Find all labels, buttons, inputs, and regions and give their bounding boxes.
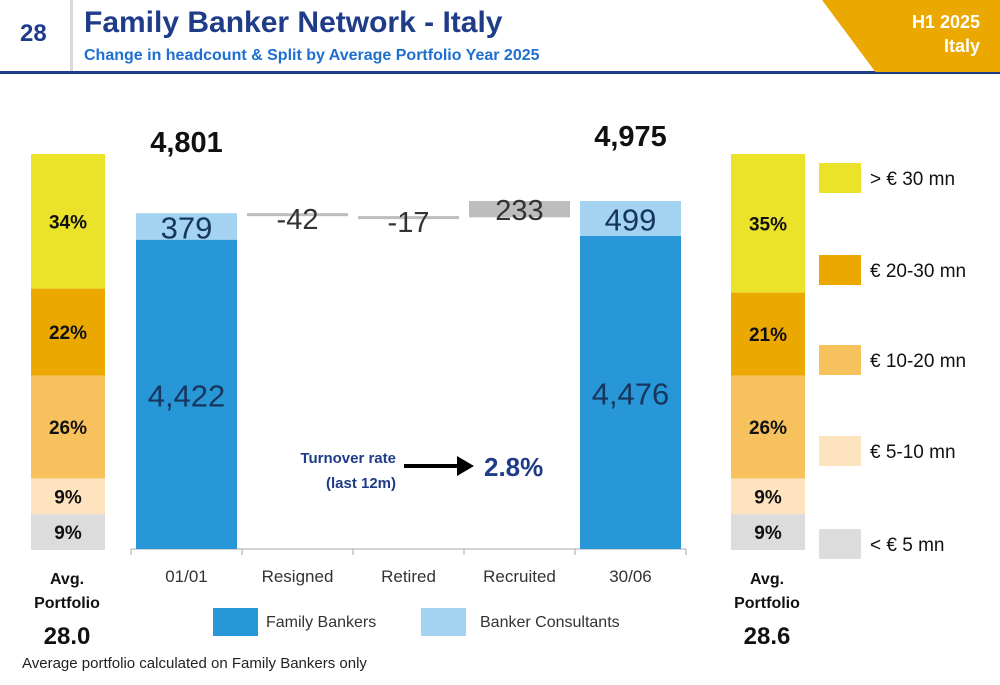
period-badge-line1: H1 2025 (911, 12, 980, 32)
portfolio-segment (731, 514, 805, 550)
portfolio-segment-label: 9% (54, 523, 82, 544)
family-bankers-bar (136, 239, 237, 550)
family-bankers-bar (580, 235, 681, 550)
turnover-label: Turnover rate (300, 450, 396, 467)
portfolio-segment (731, 292, 805, 376)
avg-portfolio-value: 28.0 (44, 623, 91, 650)
total-value-label: 4,975 (594, 121, 667, 153)
avg-portfolio-label: Portfolio (34, 595, 100, 612)
banker-consultants-value-label: 379 (161, 210, 213, 245)
portfolio-segment (31, 288, 105, 376)
total-value-label: 4,801 (150, 127, 223, 159)
category-label: Resigned (262, 567, 334, 586)
portfolio-segment (731, 375, 805, 479)
legend-series-label: Family Bankers (266, 614, 376, 631)
change-bar (358, 216, 459, 220)
portfolio-segment (31, 514, 105, 550)
change-bar (247, 213, 348, 217)
portfolio-segment (31, 478, 105, 515)
period-badge-line2: Italy (943, 36, 980, 56)
header-separator (70, 0, 73, 73)
legend-band-swatch (819, 529, 861, 559)
portfolio-segment-label: 9% (54, 488, 82, 509)
avg-portfolio-label: Portfolio (734, 595, 800, 612)
portfolio-segment (731, 154, 805, 293)
avg-portfolio-label: Avg. (50, 571, 84, 588)
legend-band-label: € 10-20 mn (870, 351, 966, 372)
turnover-arrowhead (457, 456, 474, 476)
portfolio-segment-label: 35% (749, 214, 787, 235)
legend-band-swatch (819, 163, 861, 193)
turnover-value: 2.8% (484, 452, 543, 482)
banker-consultants-value-label: 499 (605, 202, 657, 237)
legend-band-label: < € 5 mn (870, 535, 944, 556)
banker-consultants-bar (580, 201, 681, 236)
category-label: 30/06 (609, 567, 652, 586)
portfolio-segment-label: 9% (754, 488, 782, 509)
family-bankers-value-label: 4,422 (148, 378, 226, 413)
header-rule (0, 71, 1000, 74)
portfolio-segment-label: 22% (49, 323, 87, 344)
legend-band-swatch (819, 436, 861, 466)
legend-band-swatch (819, 345, 861, 375)
portfolio-segment (31, 375, 105, 479)
portfolio-segment-label: 26% (49, 418, 87, 439)
portfolio-segment-label: 21% (749, 325, 787, 346)
legend-band-label: € 5-10 mn (870, 442, 956, 463)
category-label: 01/01 (165, 567, 208, 586)
turnover-period-label: (last 12m) (326, 475, 396, 492)
page-title: Family Banker Network - Italy (84, 6, 503, 39)
period-badge: H1 2025 Italy (822, 0, 1000, 72)
legend-band-label: € 20-30 mn (870, 261, 966, 282)
legend-series-swatch (421, 608, 466, 636)
category-label: Recruited (483, 567, 556, 586)
change-bar (469, 201, 570, 218)
footnote: Average portfolio calculated on Family B… (22, 655, 367, 672)
portfolio-segment-label: 34% (49, 212, 87, 233)
legend-band-label: > € 30 mn (870, 169, 955, 190)
avg-portfolio-label: Avg. (750, 571, 784, 588)
legend-series-swatch (213, 608, 258, 636)
legend-series-label: Banker Consultants (480, 614, 620, 631)
change-value-label: -42 (277, 204, 319, 236)
banker-consultants-bar (136, 213, 237, 240)
change-value-label: 233 (495, 195, 543, 227)
family-bankers-value-label: 4,476 (592, 376, 670, 411)
page-number: 28 (20, 20, 47, 47)
portfolio-segment-label: 26% (749, 418, 787, 439)
change-value-label: -17 (388, 207, 430, 239)
category-label: Retired (381, 567, 436, 586)
portfolio-segment-label: 9% (754, 523, 782, 544)
avg-portfolio-value: 28.6 (744, 623, 791, 650)
page-subtitle: Change in headcount & Split by Average P… (84, 47, 540, 64)
portfolio-segment (731, 478, 805, 515)
portfolio-segment (31, 154, 105, 289)
legend-band-swatch (819, 255, 861, 285)
